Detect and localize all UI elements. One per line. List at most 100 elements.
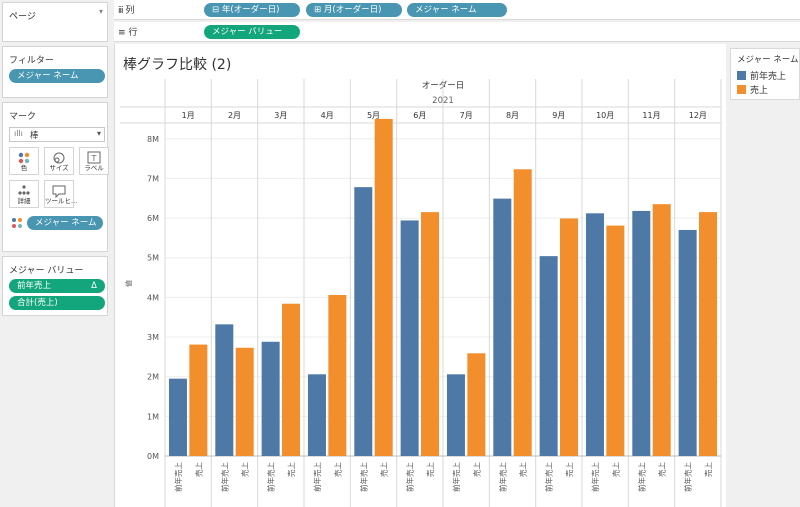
bar-prev-year-sales-7 xyxy=(446,374,465,456)
y-tick-label: 0M xyxy=(147,452,159,461)
month-header-label: 3月 xyxy=(274,111,287,120)
x-tick-label: 売上 xyxy=(471,462,481,477)
mark-color-button[interactable]: 色 xyxy=(9,147,39,175)
measure-values-card[interactable]: メジャー バリュー 前年売上 Δ 合計(売上) xyxy=(2,256,108,316)
columns-shelf[interactable]: iii 列 ⊟ 年(オーダー日) ⊞ 月(オーダー日) メジャー ネーム xyxy=(114,0,800,20)
pages-card[interactable]: ページ ▾ xyxy=(2,2,108,42)
bar-prev-year-sales-10 xyxy=(585,213,604,456)
rows-shelf[interactable]: ≡ 行 メジャー バリュー xyxy=(114,22,800,42)
y-tick-label: 3M xyxy=(147,333,159,342)
marks-card[interactable]: マーク ıllı 棒 ▾ 色 サイズ T ラベル xyxy=(2,102,109,252)
y-tick-label: 1M xyxy=(147,412,159,421)
x-tick-label: 前年売上 xyxy=(173,462,183,492)
detail-icon xyxy=(18,185,30,195)
x-tick-label: 売上 xyxy=(332,462,342,477)
x-tick-label: 前年売上 xyxy=(497,462,507,492)
y-tick-label: 7M xyxy=(147,174,159,183)
legend-item-prev-year[interactable]: 前年売上 xyxy=(737,69,786,82)
columns-shelf-label: iii 列 xyxy=(118,6,135,16)
mark-type-select[interactable]: ıllı 棒 ▾ xyxy=(9,127,105,142)
x-tick-label: 前年売上 xyxy=(358,462,368,492)
column-pill-year[interactable]: ⊟ 年(オーダー日) xyxy=(204,3,300,17)
bar-prev-year-sales-11 xyxy=(632,210,651,456)
rows-shelf-label: ≡ 行 xyxy=(118,28,138,38)
rows-icon: ≡ xyxy=(118,28,126,38)
measure-values-card-title: メジャー バリュー xyxy=(9,266,84,276)
x-tick-label: 売上 xyxy=(657,462,667,477)
filter-pill-measure-names[interactable]: メジャー ネーム xyxy=(9,69,105,83)
x-tick-label: 売上 xyxy=(703,462,713,477)
worksheet-view[interactable]: 棒グラフ比較 (2) オーダー日 2021 0M 1M 2M 3M 4M 5M 6M 7M 8M 値 1… xyxy=(114,44,726,507)
filters-card-title: フィルター xyxy=(9,56,54,66)
mark-size-label: サイズ xyxy=(49,164,69,172)
marks-card-title: マーク xyxy=(9,112,37,122)
table-calc-delta-icon: Δ xyxy=(91,281,97,291)
legend-item-sales[interactable]: 売上 xyxy=(737,83,768,96)
bar-prev-year-sales-9 xyxy=(539,256,558,456)
color-dots-icon xyxy=(18,152,30,164)
tooltip-icon xyxy=(52,185,66,199)
bar-prev-year-sales-1 xyxy=(168,378,187,456)
bar-sales-11 xyxy=(652,204,671,456)
measure-pill-sum-sales[interactable]: 合計(売上) xyxy=(9,296,105,310)
x-tick-label: 前年売上 xyxy=(312,462,322,492)
legend-title: メジャー ネーム xyxy=(737,55,799,65)
month-header-label: 5月 xyxy=(367,111,380,120)
y-axis-label: 値 xyxy=(124,280,133,287)
bar-prev-year-sales-8 xyxy=(493,198,512,456)
x-tick-label: 売上 xyxy=(379,462,389,477)
mark-tooltip-label: ツールヒ... xyxy=(45,197,78,205)
y-tick-label: 2M xyxy=(147,373,159,382)
bar-prev-year-sales-4 xyxy=(307,374,326,456)
mark-label-button[interactable]: T ラベル xyxy=(79,147,109,175)
legend-swatch xyxy=(737,85,746,94)
x-tick-label: 売上 xyxy=(518,462,528,477)
filters-card[interactable]: フィルター メジャー ネーム xyxy=(2,46,108,98)
month-header-label: 9月 xyxy=(552,111,565,120)
x-tick-label: 売上 xyxy=(193,462,203,477)
bar-sales-2 xyxy=(235,347,254,456)
legend-label: 売上 xyxy=(750,86,769,96)
mark-tooltip-button[interactable]: ツールヒ... xyxy=(44,180,78,208)
bar-sales-7 xyxy=(467,353,486,456)
bar-prev-year-sales-3 xyxy=(261,341,280,456)
y-tick-label: 5M xyxy=(147,254,159,263)
pages-card-title: ページ xyxy=(9,12,36,22)
month-header-label: 10月 xyxy=(596,111,614,120)
x-tick-label: 前年売上 xyxy=(405,462,415,492)
x-tick-label: 前年売上 xyxy=(266,462,276,492)
y-tick-label: 4M xyxy=(147,293,159,302)
mark-label-label: ラベル xyxy=(84,164,104,172)
month-header-label: 8月 xyxy=(506,111,519,120)
bar-sales-8 xyxy=(513,169,532,457)
bar-sales-1 xyxy=(189,344,208,456)
month-header-label: 6月 xyxy=(413,111,426,120)
mark-detail-button[interactable]: 詳細 xyxy=(9,180,39,208)
x-tick-label: 売上 xyxy=(240,462,250,477)
sheet-title: 棒グラフ比較 (2) xyxy=(123,57,232,73)
column-pill-month[interactable]: ⊞ 月(オーダー日) xyxy=(306,3,402,17)
bar-sales-6 xyxy=(421,212,440,456)
month-header-label: 2月 xyxy=(228,111,241,120)
marks-color-pill-measure-names[interactable]: メジャー ネーム xyxy=(27,216,103,230)
mark-size-button[interactable]: サイズ xyxy=(44,147,74,175)
month-header-label: 4月 xyxy=(321,111,334,120)
mark-type-value: 棒 xyxy=(30,131,39,141)
legend-label: 前年売上 xyxy=(750,72,787,82)
measure-pill-prev-year-sales[interactable]: 前年売上 Δ xyxy=(9,279,105,293)
x-tick-label: 売上 xyxy=(425,462,435,477)
column-pill-measure-names[interactable]: メジャー ネーム xyxy=(407,3,507,17)
y-tick-label: 6M xyxy=(147,214,159,223)
mark-color-label: 色 xyxy=(20,164,28,172)
bar-sales-5 xyxy=(374,118,393,457)
x-tick-label: 前年売上 xyxy=(219,462,229,492)
card-menu-chevron-icon[interactable]: ▾ xyxy=(98,7,103,16)
x-tick-label: 前年売上 xyxy=(636,462,646,492)
size-icon xyxy=(53,152,65,164)
color-legend[interactable]: メジャー ネーム 前年売上 売上 xyxy=(730,48,800,100)
row-pill-measure-values[interactable]: メジャー バリュー xyxy=(204,25,300,39)
month-header-label: 7月 xyxy=(460,111,473,120)
x-tick-label: 前年売上 xyxy=(544,462,554,492)
legend-swatch xyxy=(737,71,746,80)
